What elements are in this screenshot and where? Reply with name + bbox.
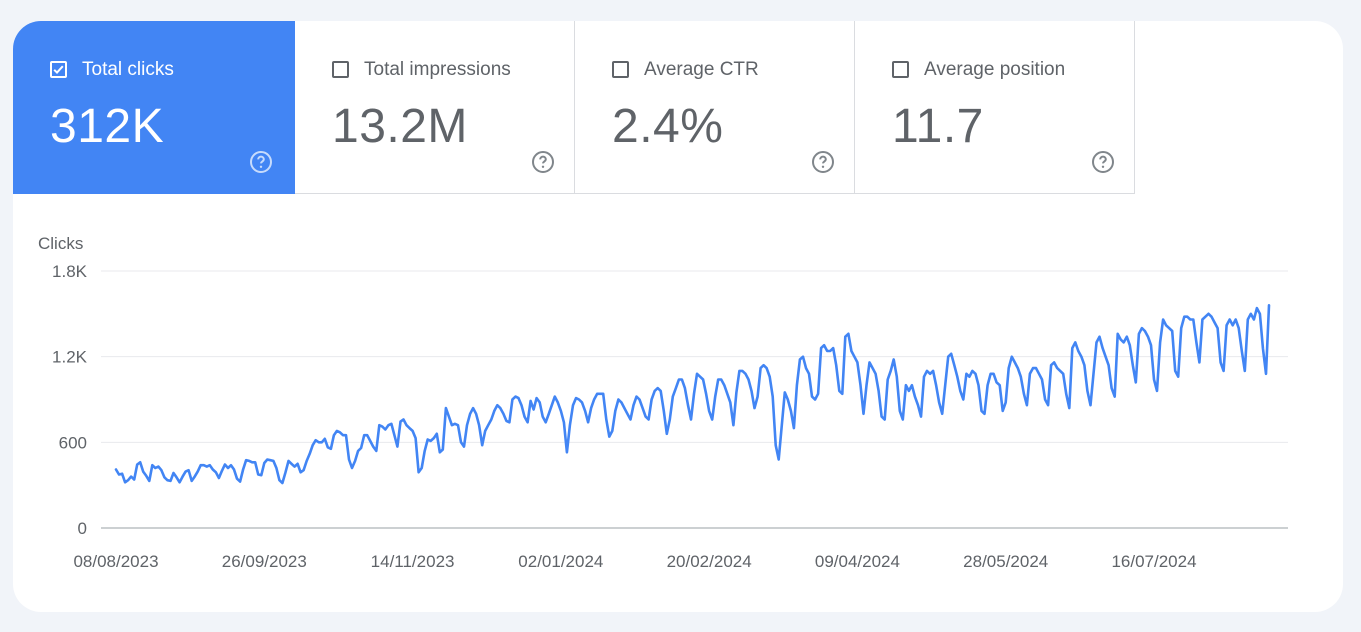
average-position-label: Average position [924, 59, 1066, 80]
total-clicks-tile[interactable]: Total clicks 312K [13, 21, 295, 194]
average-ctr-checkbox[interactable] [612, 61, 629, 78]
help-circle-icon[interactable] [531, 150, 555, 174]
x-tick-label: 02/01/2024 [518, 552, 603, 571]
total-impressions-label: Total impressions [364, 59, 511, 80]
help-circle-icon[interactable] [1091, 150, 1115, 174]
y-tick-label: 600 [59, 433, 87, 452]
x-tick-label: 28/05/2024 [963, 552, 1048, 571]
average-ctr-label: Average CTR [644, 59, 759, 80]
clicks-chart[interactable]: Clicks 0 600 1.2K 1.8K 08/08/2023 26/09/2023… [13, 216, 1343, 612]
checkmark-icon [53, 65, 64, 75]
average-position-checkbox[interactable] [892, 61, 909, 78]
x-tick-label: 09/04/2024 [815, 552, 900, 571]
y-tick-label: 1.2K [52, 348, 88, 367]
y-tick-label: 1.8K [52, 262, 88, 281]
y-tick-label: 0 [78, 519, 87, 538]
total-clicks-checkbox[interactable] [50, 61, 67, 78]
x-tick-label: 14/11/2023 [371, 552, 455, 571]
average-ctr-value: 2.4% [612, 100, 724, 153]
x-tick-label: 08/08/2023 [73, 552, 158, 571]
x-tick-label: 26/09/2023 [222, 552, 307, 571]
total-clicks-label: Total clicks [82, 59, 174, 80]
total-impressions-checkbox[interactable] [332, 61, 349, 78]
x-tick-label: 20/02/2024 [667, 552, 752, 571]
total-impressions-tile[interactable]: Total impressions 13.2M [295, 21, 575, 194]
total-clicks-value: 312K [50, 100, 165, 153]
metric-tiles: Total clicks 312K Total impressions 13.2… [13, 21, 1135, 195]
clicks-series-line [114, 304, 1271, 485]
average-ctr-tile[interactable]: Average CTR 2.4% [575, 21, 855, 194]
y-axis-title: Clicks [38, 234, 83, 253]
total-impressions-value: 13.2M [332, 100, 468, 153]
average-position-tile[interactable]: Average position 11.7 [855, 21, 1135, 194]
x-tick-label: 16/07/2024 [1111, 552, 1196, 571]
help-circle-icon[interactable] [249, 150, 273, 174]
average-position-value: 11.7 [892, 100, 984, 153]
help-circle-icon[interactable] [811, 150, 835, 174]
performance-card: Total clicks 312K Total impressions 13.2… [13, 21, 1343, 612]
